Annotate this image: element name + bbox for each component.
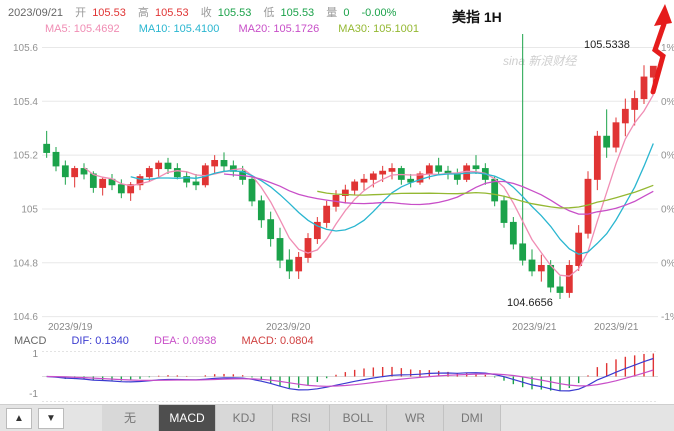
sina-watermark: sina 新浪财经 <box>503 54 577 68</box>
x-axis-label: 2023/9/20 <box>266 322 311 333</box>
tab-dmi[interactable]: DMI <box>444 405 501 431</box>
ohlc-summary: 2023/09/21 开 105.53 高 105.53 收 105.53 低 … <box>8 4 399 20</box>
x-axis-label: 2023/9/21 <box>594 322 639 333</box>
up-arrow-icon <box>650 4 672 95</box>
scroll-up-button[interactable]: ▲ <box>6 407 32 429</box>
volume-label: 量 <box>326 7 338 19</box>
scroll-down-button[interactable]: ▼ <box>38 407 64 429</box>
high-value: 105.53 <box>154 7 189 19</box>
ma30-line <box>317 184 654 209</box>
x-axis-label: 2023/9/21 <box>512 322 557 333</box>
macd-name: MACD <box>14 335 47 347</box>
x-axis-label: 2023/9/19 <box>48 322 93 333</box>
svg-text:0%: 0% <box>661 151 674 162</box>
volume-value: 0 <box>343 7 350 19</box>
svg-text:104.6: 104.6 <box>13 312 38 322</box>
dif-value: DIF: 0.1340 <box>71 335 129 347</box>
tab-rsi[interactable]: RSI <box>273 405 330 431</box>
low-price-annotation: 104.6656 <box>507 297 553 309</box>
indicator-toolbar: ▲ ▼ 无 MACD KDJ RSI BOLL WR DMI <box>0 404 674 431</box>
close-label: 收 <box>200 7 212 19</box>
ma20-line <box>223 173 654 215</box>
ma20-legend: MA20: 105.1726 <box>238 23 320 35</box>
svg-text:0%: 0% <box>661 204 674 215</box>
tab-kdj[interactable]: KDJ <box>216 405 273 431</box>
ma5-line <box>83 94 654 277</box>
change-percent: -0.00% <box>361 7 397 19</box>
close-value: 105.53 <box>217 7 252 19</box>
low-label: 低 <box>263 7 275 19</box>
macd-chart[interactable] <box>0 350 674 403</box>
ma5-legend: MA5: 105.4692 <box>45 23 120 35</box>
ma10-legend: MA10: 105.4100 <box>138 23 220 35</box>
macd-value: MACD: 0.0804 <box>241 335 314 347</box>
svg-text:105.2: 105.2 <box>13 151 38 162</box>
macd-legend: MACD DIF: 0.1340 DEA: 0.0938 MACD: 0.080… <box>14 335 336 347</box>
svg-text:0%: 0% <box>661 97 674 108</box>
ma10-line <box>130 143 654 255</box>
indicator-tabs: 无 MACD KDJ RSI BOLL WR DMI <box>102 405 501 431</box>
dea-line <box>46 369 654 387</box>
tab-wr[interactable]: WR <box>387 405 444 431</box>
tab-macd[interactable]: MACD <box>159 405 216 431</box>
tab-无[interactable]: 无 <box>102 405 159 431</box>
low-value: 105.53 <box>280 7 315 19</box>
candles-layer <box>43 34 657 299</box>
ma30-legend: MA30: 105.1001 <box>338 23 420 35</box>
svg-text:-1%: -1% <box>661 312 674 322</box>
open-label: 开 <box>75 7 87 19</box>
macd-axis-top: 1 <box>32 349 38 360</box>
candlestick-chart[interactable]: 105.6 1% 105.4 0% 105.2 0% 105 0% 104.8 0% 104.6 -1… <box>0 34 674 322</box>
tab-boll[interactable]: BOLL <box>330 405 387 431</box>
surge-arrow-annotation <box>639 2 673 101</box>
high-price-annotation: 105.5338 <box>584 39 630 51</box>
date-axis: 2023/9/19 2023/9/20 2023/9/21 2023/9/21 <box>0 322 674 335</box>
macd-axis-bottom: -1 <box>29 389 38 400</box>
dif-line <box>46 357 654 392</box>
svg-text:1%: 1% <box>661 43 674 54</box>
chart-title: 美指 1H <box>452 9 502 25</box>
svg-text:0%: 0% <box>661 258 674 269</box>
svg-text:105.4: 105.4 <box>13 97 38 108</box>
dea-value: DEA: 0.0938 <box>154 335 217 347</box>
open-value: 105.53 <box>92 7 126 19</box>
svg-text:105.6: 105.6 <box>13 43 38 54</box>
svg-text:104.8: 104.8 <box>13 258 38 269</box>
ma-legend: MA5: 105.4692 MA10: 105.4100 MA20: 105.1… <box>45 23 435 35</box>
high-label: 高 <box>137 7 149 19</box>
summary-date: 2023/09/21 <box>8 7 64 19</box>
svg-text:105: 105 <box>21 204 38 215</box>
